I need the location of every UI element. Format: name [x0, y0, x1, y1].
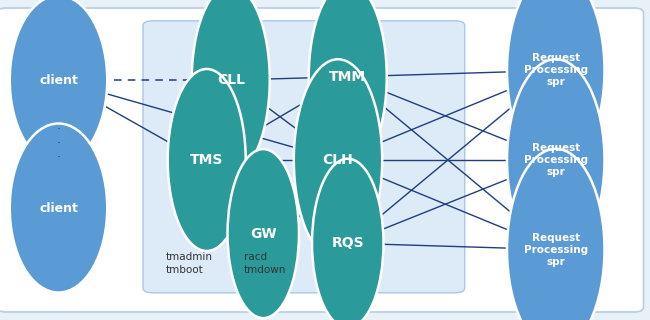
Text: Request
Processing
spr: Request Processing spr: [524, 233, 588, 267]
Text: Request
Processing
spr: Request Processing spr: [524, 53, 588, 87]
Ellipse shape: [507, 149, 604, 320]
Text: CLL: CLL: [216, 73, 245, 87]
Text: RQS: RQS: [332, 236, 364, 250]
Text: TMM: TMM: [329, 70, 367, 84]
Ellipse shape: [192, 0, 270, 174]
Ellipse shape: [294, 59, 382, 261]
Text: racd
tmdown: racd tmdown: [244, 252, 286, 275]
Ellipse shape: [227, 149, 299, 318]
Ellipse shape: [507, 59, 604, 261]
FancyBboxPatch shape: [0, 8, 644, 312]
FancyBboxPatch shape: [143, 21, 465, 293]
Ellipse shape: [10, 124, 107, 292]
Text: client: client: [39, 202, 78, 214]
Text: tmadmin
tmboot: tmadmin tmboot: [166, 252, 213, 275]
Text: CLH: CLH: [322, 153, 354, 167]
Text: Request
Processing
spr: Request Processing spr: [524, 143, 588, 177]
Ellipse shape: [507, 0, 604, 171]
Text: TMS: TMS: [190, 153, 224, 167]
Text: GW: GW: [250, 227, 276, 241]
Text: client: client: [39, 74, 78, 86]
Text: .
.
.: . . .: [57, 119, 60, 160]
Ellipse shape: [10, 0, 107, 164]
Ellipse shape: [312, 159, 384, 320]
Ellipse shape: [309, 0, 387, 171]
Ellipse shape: [168, 69, 246, 251]
